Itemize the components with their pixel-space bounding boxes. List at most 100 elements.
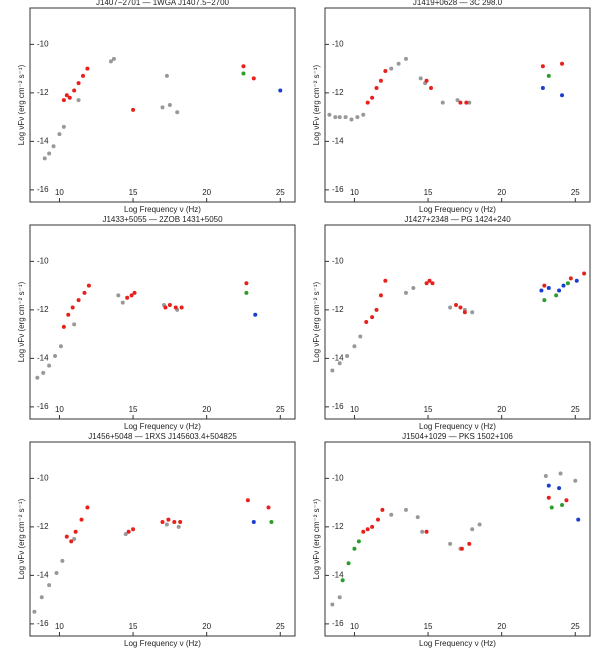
data-point <box>540 86 545 91</box>
data-point <box>337 361 342 366</box>
data-point <box>167 303 172 308</box>
x-tick-label: 20 <box>497 622 506 631</box>
data-point <box>47 583 52 588</box>
data-point <box>330 602 335 607</box>
x-tick-label: 20 <box>202 188 211 197</box>
y-tick-label: -12 <box>332 88 344 97</box>
data-point <box>47 363 52 368</box>
y-tick-label: -10 <box>37 473 49 482</box>
data-point <box>448 305 453 310</box>
data-point <box>352 344 357 349</box>
x-tick-label: 15 <box>424 405 433 414</box>
y-tick-label: -12 <box>37 522 49 531</box>
y-axis-label: Log νFν (erg cm⁻² s⁻¹) <box>17 281 26 362</box>
data-point <box>361 529 366 534</box>
data-point <box>253 312 258 317</box>
data-point <box>374 307 379 312</box>
data-point <box>370 95 375 100</box>
y-axis-label: Log νFν (erg cm⁻² s⁻¹) <box>312 64 321 145</box>
x-axis-label: Log Frequency ν (Hz) <box>419 205 496 214</box>
data-point <box>51 144 56 149</box>
data-point <box>85 505 90 510</box>
data-point <box>554 293 559 298</box>
data-point <box>424 78 429 83</box>
data-point <box>160 105 165 110</box>
plot-frame <box>324 441 591 637</box>
data-point <box>67 95 72 100</box>
data-point <box>477 522 482 527</box>
x-tick-label: 20 <box>202 405 211 414</box>
data-point <box>337 595 342 600</box>
data-point <box>470 310 475 315</box>
data-point <box>61 124 66 129</box>
y-tick-label: -16 <box>37 402 49 411</box>
data-point <box>129 293 134 298</box>
x-tick-label: 20 <box>497 188 506 197</box>
data-point <box>73 529 78 534</box>
plot-frame <box>324 7 591 203</box>
data-point <box>251 520 256 525</box>
data-point <box>123 532 128 537</box>
data-point <box>241 71 246 76</box>
data-point <box>546 73 551 78</box>
data-point <box>380 507 385 512</box>
data-point <box>440 100 445 105</box>
data-point <box>86 283 91 288</box>
x-tick-label: 15 <box>424 622 433 631</box>
y-tick-label: -12 <box>332 522 344 531</box>
data-point <box>72 88 77 93</box>
x-tick-label: 15 <box>129 188 138 197</box>
data-point <box>364 320 369 324</box>
data-point <box>546 483 551 488</box>
data-point <box>539 288 544 293</box>
x-tick-label: 25 <box>276 188 285 197</box>
data-point <box>343 115 348 120</box>
data-point <box>116 293 121 298</box>
data-point <box>81 73 85 78</box>
data-point <box>361 112 366 117</box>
data-point <box>108 59 113 64</box>
y-axis-label: Log νFν (erg cm⁻² s⁻¹) <box>312 281 321 362</box>
y-tick-label: -14 <box>37 570 49 579</box>
data-point <box>370 315 375 320</box>
panel-title: J1504+1029 — PKS 1502+106 <box>402 432 513 441</box>
data-point <box>346 561 351 566</box>
y-axis-label: Log νFν (erg cm⁻² s⁻¹) <box>17 498 26 579</box>
y-tick-label: -16 <box>332 402 344 411</box>
data-point <box>464 100 469 105</box>
x-tick-label: 25 <box>571 405 580 414</box>
data-point <box>178 520 183 525</box>
data-point <box>53 353 58 358</box>
data-point <box>72 537 77 541</box>
y-tick-label: -10 <box>37 39 49 48</box>
data-point <box>365 100 370 105</box>
y-tick-label: -10 <box>332 256 344 265</box>
data-point <box>163 305 168 310</box>
data-point <box>266 505 271 510</box>
data-point <box>403 290 408 295</box>
data-point <box>64 93 69 98</box>
data-point <box>430 281 435 286</box>
y-tick-label: -16 <box>37 619 49 628</box>
data-point <box>429 86 433 91</box>
x-axis-label: Log Frequency ν (Hz) <box>124 639 201 648</box>
data-point <box>424 529 429 534</box>
data-point <box>560 503 565 508</box>
y-tick-label: -12 <box>37 305 49 314</box>
data-point <box>560 93 565 98</box>
data-point <box>82 290 87 295</box>
data-point <box>376 517 380 522</box>
plot-frame <box>324 224 591 420</box>
y-axis-label: Log νFν (erg cm⁻² s⁻¹) <box>17 64 26 145</box>
data-point <box>333 115 338 120</box>
data-point <box>415 515 420 520</box>
data-point <box>57 132 62 137</box>
data-point <box>172 520 177 525</box>
data-point <box>352 546 357 551</box>
data-point <box>340 578 345 583</box>
data-point <box>378 293 383 298</box>
data-point <box>370 524 375 529</box>
data-point <box>358 334 363 339</box>
data-point <box>269 520 274 525</box>
